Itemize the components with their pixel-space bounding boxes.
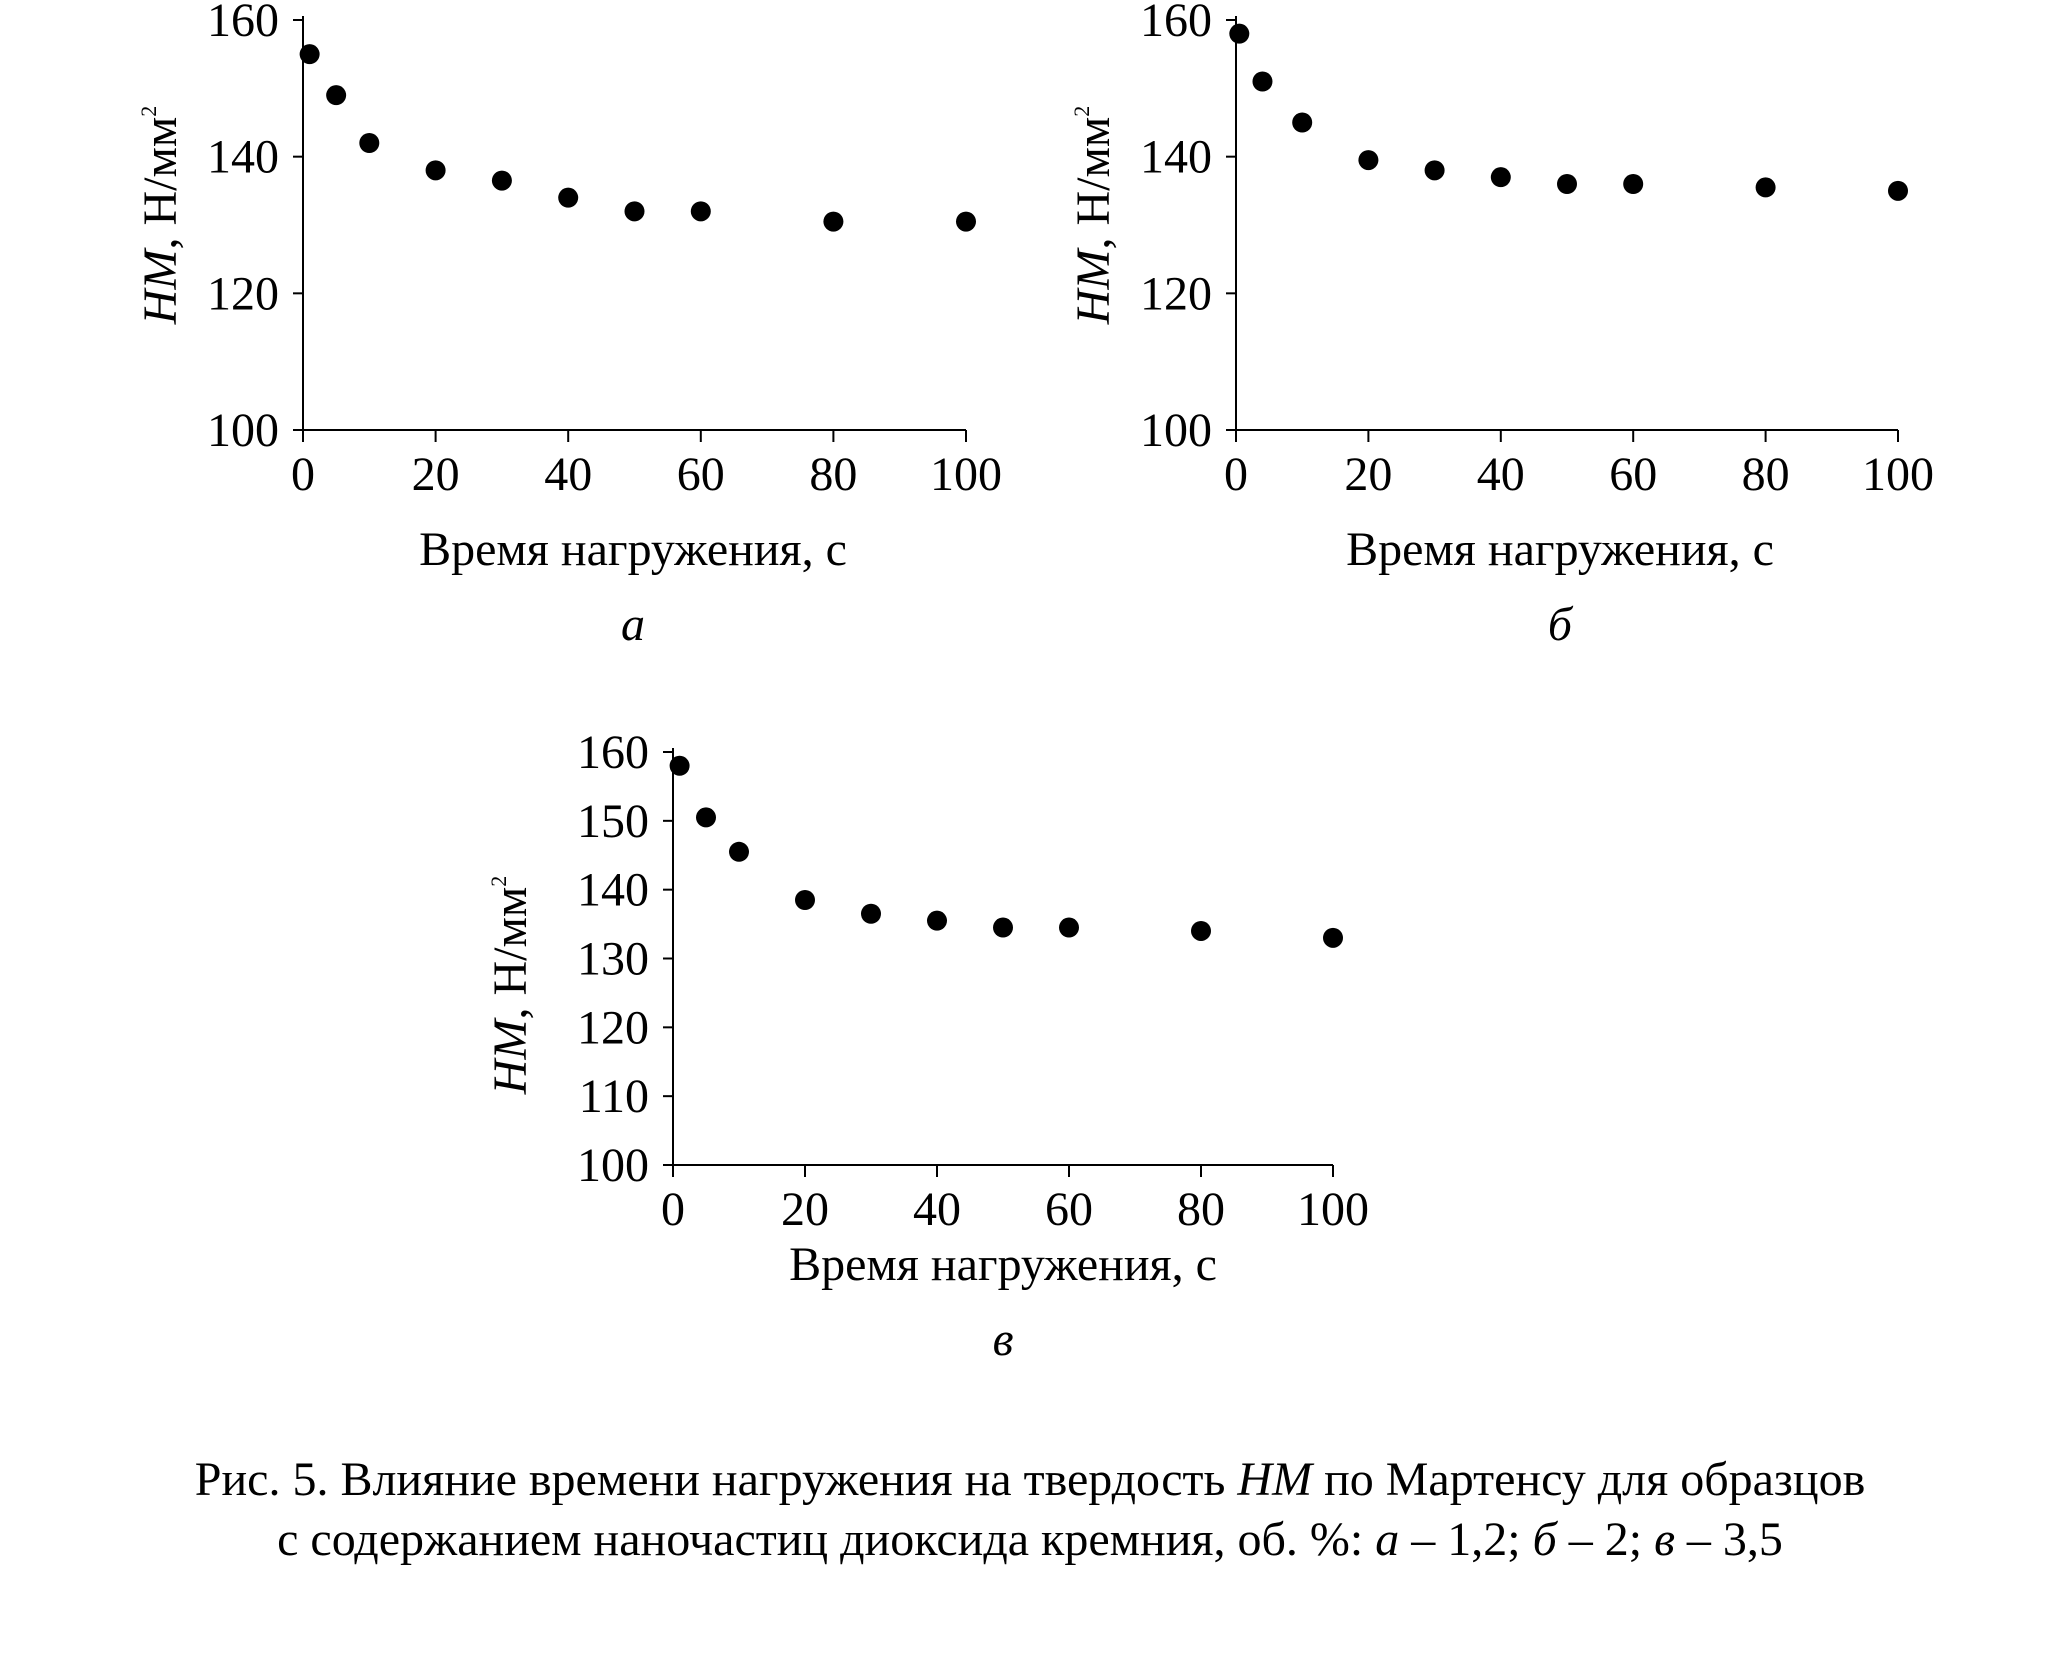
x-tick-label: 100 xyxy=(1297,1183,1369,1236)
x-tick-label: 60 xyxy=(1609,448,1657,501)
y-tick-label: 150 xyxy=(577,795,649,848)
y-tick-label: 120 xyxy=(577,1001,649,1054)
data-point xyxy=(993,917,1013,938)
data-point xyxy=(795,889,815,910)
y-axis-label-var: HM xyxy=(134,247,187,326)
y-tick-label: 120 xyxy=(1140,267,1212,320)
data-point xyxy=(1424,160,1445,181)
data-point xyxy=(558,187,579,208)
panel-label: б xyxy=(1548,598,1574,651)
y-axis-label-unit: , Н/мм xyxy=(1067,117,1120,250)
y-tick-label: 160 xyxy=(207,0,279,47)
y-axis-label-sup: 2 xyxy=(136,106,161,117)
data-point xyxy=(1623,174,1644,194)
x-tick-label: 80 xyxy=(1177,1183,1225,1236)
data-point xyxy=(1229,23,1250,44)
data-point xyxy=(624,201,645,222)
y-tick-label: 140 xyxy=(577,864,649,917)
data-point xyxy=(1059,917,1079,938)
x-tick-label: 80 xyxy=(1742,448,1790,501)
x-axis-label: Время нагружения, с xyxy=(419,523,847,576)
data-point xyxy=(1358,150,1379,171)
y-tick-label: 110 xyxy=(579,1070,649,1123)
panel-label: в xyxy=(993,1313,1014,1366)
x-axis-label: Время нагружения, с xyxy=(1346,523,1774,576)
data-point xyxy=(696,807,716,828)
y-axis-label-var: HM xyxy=(1067,247,1120,326)
y-axis-label: HM, Н/мм2 xyxy=(134,106,187,325)
y-tick-label: 160 xyxy=(577,726,649,779)
y-axis-label-var: HM xyxy=(484,1017,537,1096)
x-tick-label: 40 xyxy=(544,448,592,501)
data-point xyxy=(359,133,380,153)
data-point xyxy=(1191,920,1211,941)
plot-area: 0 20 40 60 80 100 100 120 140 160 xyxy=(207,0,1002,501)
x-tick-label: 20 xyxy=(1344,448,1392,501)
data-point xyxy=(1888,180,1908,201)
svg-text:HM, Н/мм2: HM, Н/мм2 xyxy=(484,876,537,1095)
x-tick-label: 0 xyxy=(291,448,315,501)
x-tick-label: 100 xyxy=(930,448,1002,501)
data-point xyxy=(927,910,947,931)
data-point xyxy=(425,160,446,181)
y-axis-label-unit: , Н/мм xyxy=(484,887,537,1020)
y-axis-label: HM, Н/мм2 xyxy=(484,876,537,1095)
panel-label: а xyxy=(621,598,645,651)
data-point xyxy=(729,841,749,862)
y-tick-label: 100 xyxy=(207,404,279,457)
y-axis-label: HM, Н/мм2 xyxy=(1067,106,1120,325)
y-axis-label-sup: 2 xyxy=(486,876,511,887)
data-point xyxy=(299,44,320,65)
y-tick-label: 100 xyxy=(1140,404,1212,457)
caption-line-1: Рис. 5. Влияние времени нагружения на тв… xyxy=(194,1453,1866,1506)
chart-panel-a: HM, Н/мм2 0 20 40 60 80 100 100 120 140 160 Время… xyxy=(134,0,1002,651)
x-tick-label: 100 xyxy=(1862,448,1934,501)
data-point xyxy=(1755,177,1776,198)
x-tick-label: 40 xyxy=(913,1183,961,1236)
figure-caption: Рис. 5. Влияние времени нагружения на тв… xyxy=(0,1450,2060,1570)
plot-area: 0 20 40 60 80 100 100 120 140 160 xyxy=(1140,0,1934,501)
svg-text:HM, Н/мм2: HM, Н/мм2 xyxy=(1067,106,1120,325)
data-point xyxy=(861,903,881,924)
y-tick-label: 130 xyxy=(577,933,649,986)
data-point xyxy=(823,211,844,232)
data-point xyxy=(956,211,976,232)
y-tick-label: 140 xyxy=(1140,131,1212,184)
data-point xyxy=(669,755,690,776)
data-point xyxy=(1490,167,1511,188)
x-tick-label: 0 xyxy=(661,1183,685,1236)
x-tick-label: 20 xyxy=(412,448,460,501)
y-tick-label: 140 xyxy=(207,131,279,184)
x-tick-label: 20 xyxy=(781,1183,829,1236)
plot-area: 0 20 40 60 80 100 100 110 120 130 140 150 160 xyxy=(577,726,1369,1236)
data-point xyxy=(1323,927,1343,948)
svg-text:HM, Н/мм2: HM, Н/мм2 xyxy=(134,106,187,325)
data-point xyxy=(1252,71,1273,92)
x-tick-label: 0 xyxy=(1224,448,1248,501)
x-tick-label: 60 xyxy=(677,448,725,501)
x-tick-label: 40 xyxy=(1477,448,1525,501)
data-point xyxy=(1557,174,1577,194)
x-tick-label: 60 xyxy=(1045,1183,1093,1236)
data-point xyxy=(491,170,512,191)
x-tick-label: 80 xyxy=(809,448,857,501)
y-tick-label: 100 xyxy=(577,1139,649,1192)
chart-panel-c: HM, Н/мм2 0 20 40 60 80 100 100 110 120 130 140 150… xyxy=(484,726,1369,1366)
y-axis-label-sup: 2 xyxy=(1069,106,1094,117)
y-axis-label-unit: , Н/мм xyxy=(134,117,187,250)
data-point xyxy=(690,201,711,222)
y-tick-label: 160 xyxy=(1140,0,1212,47)
x-axis-label: Время нагружения, с xyxy=(789,1238,1217,1291)
caption-line-2: с содержанием наночастиц диоксида кремни… xyxy=(277,1513,1783,1566)
data-point xyxy=(326,85,347,106)
chart-panel-b: HM, Н/мм2 0 20 40 60 80 100 100 120 140 160 Время… xyxy=(1067,0,1934,651)
data-point xyxy=(1292,112,1313,133)
y-tick-label: 120 xyxy=(207,267,279,320)
